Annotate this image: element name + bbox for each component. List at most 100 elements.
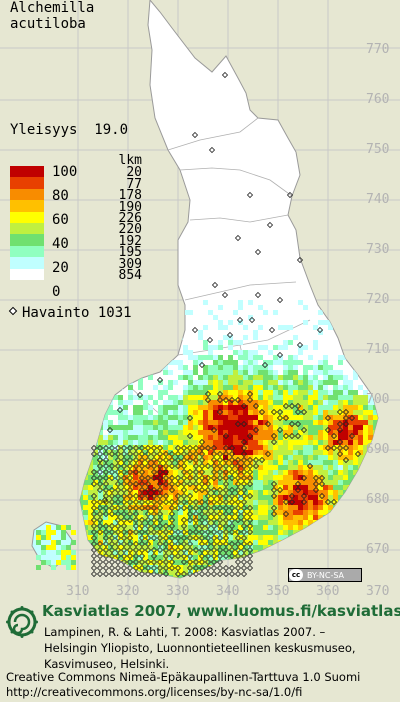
abundance-cell bbox=[263, 450, 268, 455]
abundance-cell bbox=[323, 375, 328, 380]
observation-marker bbox=[318, 480, 326, 488]
abundance-cell bbox=[383, 535, 388, 540]
abundance-cell bbox=[383, 515, 388, 520]
abundance-cell bbox=[208, 440, 213, 445]
abundance-cell bbox=[80, 520, 83, 525]
observation-marker bbox=[268, 326, 276, 334]
abundance-cell bbox=[93, 425, 98, 430]
abundance-cell bbox=[378, 370, 383, 375]
abundance-cell bbox=[153, 415, 158, 420]
abundance-cell bbox=[103, 410, 108, 415]
abundance-cell bbox=[358, 540, 363, 545]
abundance-cell bbox=[288, 485, 293, 490]
abundance-cell bbox=[383, 575, 388, 580]
cc-license-badge[interactable]: cc BY-NC-SA bbox=[288, 568, 362, 582]
abundance-cell bbox=[148, 430, 153, 435]
abundance-cell bbox=[373, 525, 378, 530]
abundance-cell bbox=[268, 440, 273, 445]
abundance-cell bbox=[118, 480, 123, 485]
abundance-cell bbox=[293, 370, 298, 375]
abundance-cell bbox=[56, 560, 61, 565]
abundance-cell bbox=[83, 415, 88, 420]
abundance-cell bbox=[188, 385, 193, 390]
abundance-cell bbox=[293, 480, 298, 485]
abundance-cell bbox=[363, 415, 368, 420]
abundance-cell bbox=[283, 465, 288, 470]
abundance-cell bbox=[103, 390, 108, 395]
abundance-cell bbox=[258, 575, 263, 578]
observation-marker bbox=[234, 528, 242, 536]
abundance-cell bbox=[323, 400, 328, 405]
observation-marker bbox=[162, 456, 170, 464]
abundance-cell bbox=[123, 485, 128, 490]
abundance-cell bbox=[88, 440, 93, 445]
abundance-cell bbox=[293, 520, 298, 525]
observation-marker bbox=[114, 510, 122, 518]
abundance-cell bbox=[378, 520, 383, 525]
abundance-cell bbox=[253, 440, 258, 445]
observation-marker bbox=[296, 256, 304, 264]
abundance-cell bbox=[148, 425, 153, 430]
observation-marker bbox=[96, 570, 104, 578]
abundance-cell bbox=[333, 550, 338, 555]
abundance-cell bbox=[223, 380, 228, 385]
abundance-cell bbox=[173, 360, 178, 365]
observation-marker bbox=[300, 498, 308, 506]
abundance-cell bbox=[268, 500, 273, 505]
abundance-cell bbox=[193, 445, 198, 450]
abundance-cell bbox=[128, 530, 133, 535]
abundance-cell bbox=[123, 380, 128, 385]
abundance-cell bbox=[80, 415, 83, 420]
observation-marker bbox=[336, 444, 344, 452]
abundance-cell bbox=[213, 345, 218, 350]
abundance-cell bbox=[148, 570, 153, 575]
abundance-cell bbox=[133, 395, 138, 400]
abundance-cell bbox=[283, 400, 288, 405]
abundance-cell bbox=[338, 440, 343, 445]
observation-marker bbox=[96, 450, 104, 458]
abundance-cell bbox=[118, 485, 123, 490]
abundance-cell bbox=[218, 370, 223, 375]
abundance-cell bbox=[143, 425, 148, 430]
observation-marker bbox=[228, 486, 236, 494]
license-url[interactable]: http://creativecommons.org/licenses/by-n… bbox=[6, 685, 303, 699]
observation-marker bbox=[192, 516, 200, 524]
abundance-cell bbox=[153, 435, 158, 440]
abundance-cell bbox=[56, 525, 61, 530]
observation-marker bbox=[132, 462, 140, 470]
abundance-cell bbox=[358, 495, 363, 500]
abundance-cell bbox=[268, 420, 273, 425]
abundance-cell bbox=[133, 535, 138, 540]
abundance-cell bbox=[113, 515, 118, 520]
easting-label: 360 bbox=[316, 584, 340, 599]
abundance-cell bbox=[343, 495, 348, 500]
abundance-cell bbox=[203, 540, 208, 545]
observation-marker bbox=[300, 408, 308, 416]
northing-label: 690 bbox=[366, 442, 390, 457]
abundance-cell bbox=[148, 580, 153, 585]
abundance-cell bbox=[263, 395, 268, 400]
abundance-cell bbox=[373, 570, 378, 575]
abundance-cell bbox=[333, 465, 338, 470]
abundance-cell bbox=[188, 420, 193, 425]
abundance-cell bbox=[353, 395, 358, 400]
abundance-cell bbox=[173, 380, 178, 385]
abundance-cell bbox=[238, 375, 243, 380]
observation-count: 1031 bbox=[97, 305, 132, 321]
abundance-cell bbox=[348, 425, 353, 430]
abundance-cell bbox=[328, 420, 333, 425]
observation-marker bbox=[108, 546, 116, 554]
abundance-cell bbox=[183, 425, 188, 430]
abundance-cell bbox=[278, 550, 283, 555]
observation-marker bbox=[174, 552, 182, 560]
observation-marker bbox=[186, 516, 194, 524]
abundance-cell bbox=[358, 450, 363, 455]
abundance-cell bbox=[353, 520, 358, 525]
abundance-cell bbox=[303, 520, 308, 525]
abundance-cell bbox=[268, 465, 273, 470]
observation-marker bbox=[180, 498, 188, 506]
abundance-cell bbox=[308, 495, 313, 500]
abundance-cell bbox=[263, 400, 268, 405]
abundance-cell bbox=[273, 525, 278, 530]
abundance-cell bbox=[51, 530, 56, 535]
